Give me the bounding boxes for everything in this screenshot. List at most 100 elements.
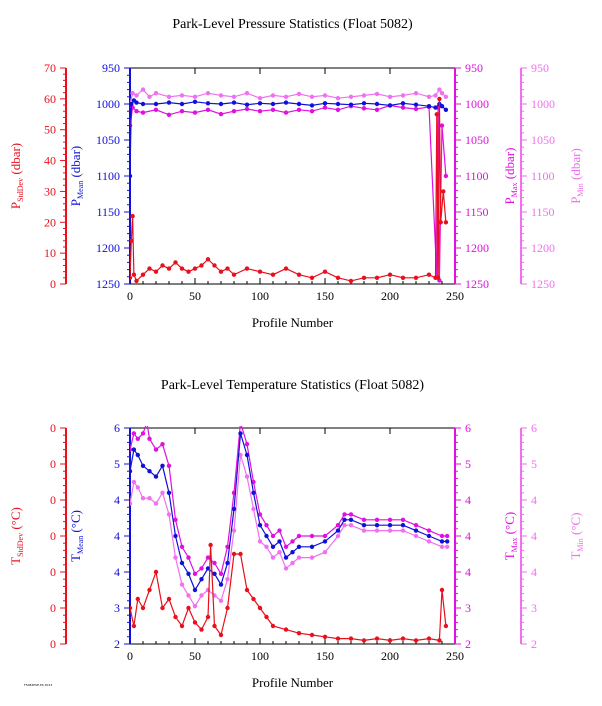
data-point: [283, 566, 289, 571]
y-tick-label: 1150: [465, 205, 489, 219]
data-point: [290, 539, 295, 544]
data-point: [131, 447, 137, 452]
data-point: [160, 442, 165, 447]
y-tick-label: 0: [50, 457, 56, 471]
data-point: [322, 93, 328, 98]
data-point: [140, 272, 146, 277]
y-tick-label: 1000: [465, 97, 489, 111]
data-point: [283, 110, 289, 115]
data-point: [374, 517, 380, 522]
data-point: [186, 605, 191, 611]
data-point: [270, 555, 276, 560]
data-point: [238, 431, 243, 436]
data-point: [205, 101, 211, 106]
data-point: [205, 257, 211, 262]
data-point: [322, 539, 328, 544]
data-point: [439, 104, 445, 109]
data-point: [387, 523, 393, 528]
data-point: [186, 269, 191, 274]
data-point: [322, 533, 328, 539]
y-axis-label-sub: StdDev: [16, 178, 25, 202]
data-point: [342, 523, 347, 528]
data-point: [426, 94, 432, 100]
data-point: [244, 106, 250, 112]
data-point: [439, 539, 445, 544]
y-axis-label-sub: Max: [510, 183, 519, 198]
data-point: [283, 94, 289, 100]
data-point: [166, 463, 172, 468]
y-tick-label: 1250: [531, 277, 555, 291]
data-point: [153, 101, 159, 107]
data-point: [309, 555, 315, 560]
data-point: [160, 263, 165, 268]
plot-frame: [129, 427, 456, 645]
data-point: [199, 566, 204, 571]
data-point: [225, 560, 230, 566]
data-point: [153, 474, 159, 479]
y-axis-label-unit: (°C): [568, 512, 583, 538]
chart-title: Park-Level Pressure Statistics (Float 50…: [172, 17, 413, 32]
x-tick-label: 50: [189, 289, 201, 303]
series-line: [130, 426, 448, 576]
data-point: [135, 452, 140, 458]
y-tick-label: 3: [114, 601, 120, 615]
data-point: [238, 551, 243, 557]
data-point: [257, 539, 263, 544]
data-point: [257, 269, 263, 274]
y-axis-label-symbol: T: [502, 552, 517, 560]
data-point: [218, 632, 224, 638]
data-point: [400, 636, 406, 641]
data-point: [145, 420, 149, 424]
data-point: [296, 555, 302, 560]
data-point: [296, 91, 302, 97]
y-tick-label: 1050: [531, 133, 555, 147]
data-point: [322, 101, 328, 106]
y-tick-label: 1050: [96, 133, 120, 147]
data-point: [218, 93, 224, 98]
data-point: [225, 605, 230, 611]
y-tick-label: 5: [114, 457, 120, 471]
y-tick-label: 0: [50, 277, 56, 291]
data-point: [147, 496, 152, 501]
data-point: [186, 571, 191, 576]
y-tick-label: 1200: [531, 241, 555, 255]
y-tick-label: 1000: [531, 97, 555, 111]
data-point: [439, 91, 445, 96]
y-tick-label: 20: [44, 215, 56, 229]
y-axis-mean: 2 3 4 4 4 5 6 TMean (°C): [68, 421, 131, 651]
y-axis-label: TMax (°C): [502, 512, 519, 560]
data-point: [348, 636, 354, 641]
y-tick-label: 1250: [96, 277, 120, 291]
data-point: [361, 275, 367, 280]
y-tick-label: 3: [531, 601, 537, 615]
data-point: [283, 555, 289, 560]
data-point: [218, 269, 224, 274]
data-point: [173, 533, 178, 539]
data-point: [135, 596, 140, 602]
data-point: [212, 560, 217, 566]
y-tick-label: 0: [50, 493, 56, 507]
data-point: [153, 569, 159, 575]
data-point: [257, 96, 263, 101]
data-point: [400, 93, 406, 98]
data-point: [283, 627, 289, 632]
y-axis-label-sub: StdDev: [16, 533, 25, 557]
y-tick-label: 30: [44, 184, 56, 198]
data-point: [225, 266, 230, 271]
data-point: [153, 269, 159, 274]
data-point: [413, 523, 419, 528]
data-point: [244, 266, 250, 271]
y-tick-label: 5: [465, 457, 471, 471]
data-point: [192, 604, 198, 609]
data-point: [441, 189, 446, 194]
y-axis-max: 950 1000 1050 1100 1150 1200 1250 PMax (dbar): [454, 61, 519, 291]
data-point: [218, 582, 224, 587]
data-point: [361, 528, 367, 533]
y-tick-label: 950: [465, 61, 483, 75]
data-point: [290, 550, 295, 555]
data-point: [387, 638, 393, 643]
data-point: [225, 577, 230, 582]
data-point: [434, 112, 439, 117]
data-point: [309, 632, 315, 638]
